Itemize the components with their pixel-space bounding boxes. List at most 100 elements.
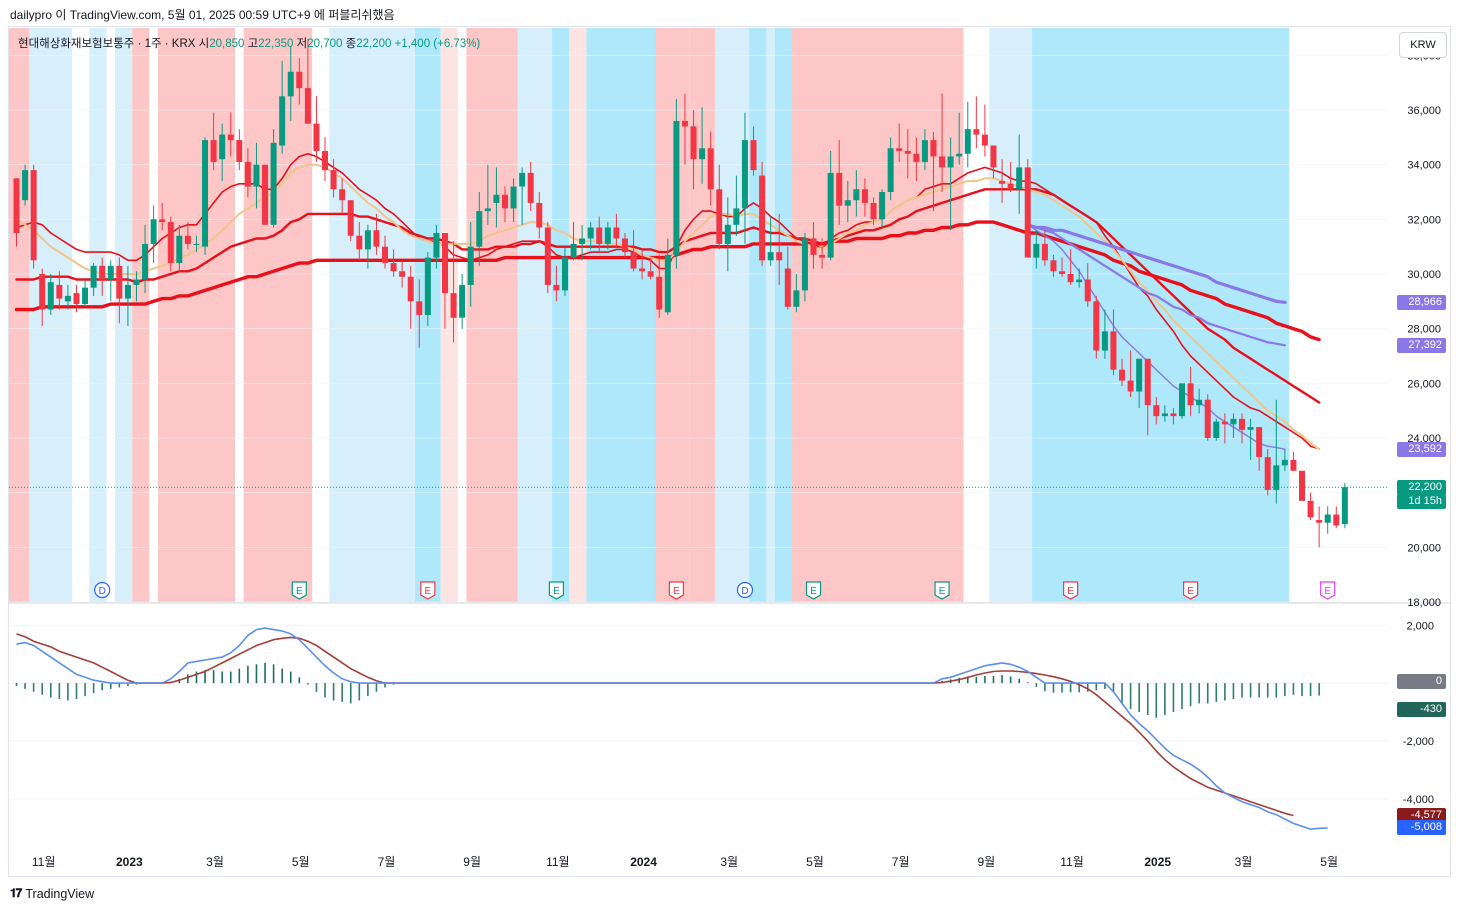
candle-body xyxy=(561,257,568,291)
candle-body xyxy=(1247,427,1254,430)
candle-body xyxy=(1196,399,1203,406)
candle xyxy=(1050,254,1057,277)
price-label-4: 1d 15h xyxy=(1397,493,1446,509)
time-tick-label: 11월 xyxy=(546,855,570,869)
candle xyxy=(347,200,354,242)
candle xyxy=(947,137,954,231)
currency-button[interactable]: KRW xyxy=(1399,32,1447,58)
band-6 xyxy=(243,28,313,602)
marker-letter: E xyxy=(1067,586,1074,597)
marker-letter: E xyxy=(1324,586,1331,597)
macd-zero-label: 0 xyxy=(1397,673,1446,689)
candle-body xyxy=(801,238,808,291)
candle-body xyxy=(424,257,431,315)
candle xyxy=(167,216,174,272)
candle xyxy=(1024,159,1031,258)
candle-body xyxy=(1059,271,1066,274)
candle-body xyxy=(1187,383,1194,406)
candle xyxy=(681,93,688,165)
earnings-marker-icon xyxy=(548,581,565,600)
candle-body xyxy=(167,222,174,264)
candle xyxy=(373,213,380,255)
marker-letter: E xyxy=(296,586,303,597)
macd-tick-label: -4,000 xyxy=(1403,794,1434,806)
dividend-marker-icon xyxy=(736,581,754,599)
candle-body xyxy=(1033,243,1040,258)
candle xyxy=(981,104,988,157)
candle xyxy=(424,252,431,326)
candle-body xyxy=(124,284,131,299)
band-18 xyxy=(749,28,767,602)
earnings-marker-icon xyxy=(291,581,307,600)
candle xyxy=(1093,295,1100,359)
candle xyxy=(853,170,860,217)
candle xyxy=(596,216,603,253)
candle xyxy=(339,178,346,214)
candle-body xyxy=(527,172,534,203)
candle xyxy=(836,140,843,225)
price-label-0: 28,966 xyxy=(1397,294,1446,310)
candle xyxy=(1110,309,1117,376)
candle-body xyxy=(99,265,106,280)
candle xyxy=(322,137,329,182)
marker-letter: E xyxy=(1187,586,1194,597)
candle-body xyxy=(553,284,560,291)
candle-body xyxy=(776,252,783,261)
marker-letter: D xyxy=(741,586,748,597)
background-bands xyxy=(9,28,1290,602)
candle-body xyxy=(793,290,800,307)
candle xyxy=(827,151,834,261)
candle-body xyxy=(1307,500,1314,518)
candle-body xyxy=(784,268,791,307)
candle xyxy=(664,238,671,315)
time-tick-label: 2025 xyxy=(1144,855,1171,869)
candle xyxy=(913,137,920,182)
candle-body xyxy=(416,301,423,315)
event-marker-E: E xyxy=(805,581,822,600)
candle xyxy=(236,129,243,171)
candle-body xyxy=(827,172,834,258)
candle-body xyxy=(364,230,371,250)
candle xyxy=(262,164,269,225)
candle-body xyxy=(484,208,491,212)
time-tick-label: 7월 xyxy=(892,855,910,869)
candle xyxy=(707,131,714,206)
candle xyxy=(904,129,911,179)
candle xyxy=(527,161,534,212)
earnings-marker-icon xyxy=(934,581,950,600)
candle-body xyxy=(1170,413,1177,417)
candle-body xyxy=(1264,457,1271,490)
candle-body xyxy=(699,148,706,160)
candle-body xyxy=(1213,421,1220,438)
candle-body xyxy=(1144,358,1151,406)
candle-body xyxy=(467,246,474,285)
candle xyxy=(1247,418,1254,460)
candle-body xyxy=(1153,405,1160,417)
candle xyxy=(1101,309,1108,359)
candle-body xyxy=(287,71,294,97)
candle-body xyxy=(313,123,320,151)
change-value: +1,400 (+6.73%) xyxy=(394,38,481,50)
candle-body xyxy=(647,271,654,277)
candle xyxy=(407,265,414,329)
candle xyxy=(202,137,209,255)
price-tick-label: 28,000 xyxy=(1407,324,1441,336)
candle-body xyxy=(836,172,843,206)
footer: 𝟏𝟕 TradingView xyxy=(10,886,94,901)
candle-body xyxy=(459,284,466,318)
candle-body xyxy=(596,227,603,244)
candle xyxy=(1196,388,1203,414)
candle-body xyxy=(887,148,894,192)
candle xyxy=(1084,263,1091,307)
candle xyxy=(1213,418,1220,441)
event-marker-E: E xyxy=(420,581,436,600)
candle xyxy=(964,101,971,168)
candle xyxy=(750,126,757,176)
candle-body xyxy=(244,161,251,187)
candle-body xyxy=(861,189,868,203)
candle-body xyxy=(604,227,611,244)
band-13 xyxy=(569,28,587,602)
candle xyxy=(193,235,200,253)
candle-body xyxy=(442,233,448,294)
